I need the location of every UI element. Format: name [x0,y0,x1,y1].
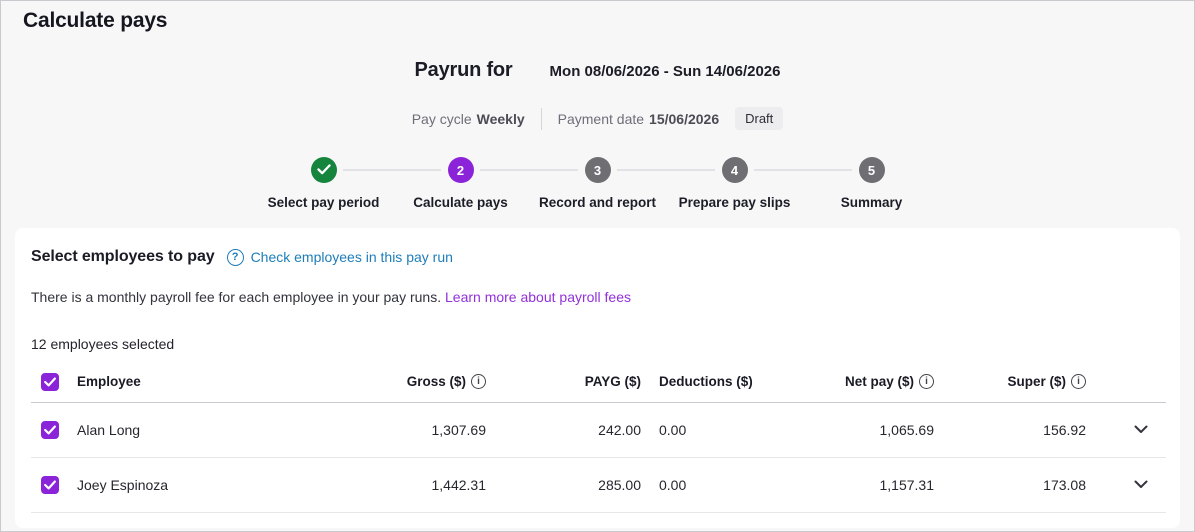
employees-table: Employee Gross ($) i PAYG ($) Deductions… [31,362,1166,513]
page-title: Calculate pays [23,9,168,32]
payg-value: 285.00 [486,457,641,513]
question-circle-icon: ? [226,248,244,266]
deductions-value: 0.00 [641,402,831,458]
step-5-circle[interactable]: 5 [858,157,885,183]
payrun-meta: Pay cycle Weekly Payment date 15/06/2026… [1,107,1194,130]
step-2-circle[interactable]: 2 [447,157,474,183]
chevron-down-icon [1134,422,1148,437]
col-deductions: Deductions ($) [641,362,831,403]
step-select-pay-period[interactable]: Select pay period [255,157,392,210]
selected-count: 12 employees selected [31,336,175,352]
step-4-circle[interactable]: 4 [721,157,748,183]
net-pay-value: 1,065.69 [831,402,934,458]
super-value: 173.08 [934,457,1086,513]
payroll-fees-link[interactable]: Learn more about payroll fees [445,289,631,305]
meta-divider [540,107,542,130]
payrun-for-label: Payrun for [414,59,513,81]
col-gross: Gross ($) [406,374,466,390]
row-2-checkbox[interactable] [41,475,59,494]
check-icon [316,163,331,178]
payment-date-value: 15/06/2026 [649,110,720,127]
deductions-value: 0.00 [641,457,831,513]
employee-name: Joey Espinoza [77,457,347,513]
step-3-label: Record and report [538,195,657,210]
section-header: Select employees to pay ? Check employee… [31,248,1164,266]
table-row: Joey Espinoza 1,442.31 285.00 0.00 1,157… [31,457,1166,513]
col-net-pay: Net pay ($) [844,374,914,390]
payment-date-label: Payment date [557,110,645,127]
section-title: Select employees to pay [31,248,215,265]
super-value: 156.92 [934,402,1086,458]
step-5-label: Summary [840,195,903,210]
check-employees-link[interactable]: ? Check employees in this pay run [226,248,453,266]
payroll-fee-text: There is a monthly payroll fee for each … [31,289,442,305]
select-employees-card: Select employees to pay ? Check employee… [15,228,1180,528]
pay-cycle-label: Pay cycle [411,110,472,127]
gross-info-icon[interactable]: i [471,374,486,390]
payment-date: Payment date 15/06/2026 [558,111,719,127]
step-record-and-report[interactable]: 3 Record and report [480,157,666,210]
pay-cycle-value: Weekly [476,110,525,127]
gross-value: 1,442.31 [347,457,486,513]
col-payg: PAYG ($) [486,362,641,403]
payrun-date-range: Mon 08/06/2026 - Sun 14/06/2026 [549,63,781,80]
step-summary[interactable]: 5 Summary [754,157,940,210]
row-2-expand-button[interactable] [1130,476,1152,493]
col-employee: Employee [77,362,347,403]
gross-value: 1,307.69 [347,402,486,458]
super-info-icon[interactable]: i [1071,374,1086,390]
col-super: Super ($) [1007,374,1066,390]
step-prepare-pay-slips[interactable]: 4 Prepare pay slips [617,157,803,210]
row-1-expand-button[interactable] [1130,421,1152,438]
wizard-stepper: Select pay period 2 Calculate pays 3 Rec… [1,157,1194,210]
select-all-checkbox[interactable] [41,372,59,391]
net-pay-value: 1,157.31 [831,457,934,513]
table-row: Alan Long 1,307.69 242.00 0.00 1,065.69 … [31,402,1166,458]
chevron-down-icon [1134,477,1148,492]
step-calculate-pays[interactable]: 2 Calculate pays [343,157,529,210]
net-pay-info-icon[interactable]: i [919,374,934,390]
status-badge: Draft [735,107,784,130]
step-3-circle[interactable]: 3 [584,157,611,183]
step-1-label: Select pay period [267,195,380,210]
table-header-row: Employee Gross ($) i PAYG ($) Deductions… [31,362,1166,403]
employee-name: Alan Long [77,402,347,458]
pay-cycle: Pay cycle Weekly [412,111,525,127]
payg-value: 242.00 [486,402,641,458]
step-4-label: Prepare pay slips [678,195,791,210]
row-1-checkbox[interactable] [41,420,59,439]
payrun-header: Payrun for Mon 08/06/2026 - Sun 14/06/20… [1,59,1194,82]
check-employees-link-label: Check employees in this pay run [250,249,453,265]
step-1-circle[interactable] [310,157,337,183]
payroll-fee-note: There is a monthly payroll fee for each … [31,289,1164,305]
step-2-label: Calculate pays [413,195,508,210]
